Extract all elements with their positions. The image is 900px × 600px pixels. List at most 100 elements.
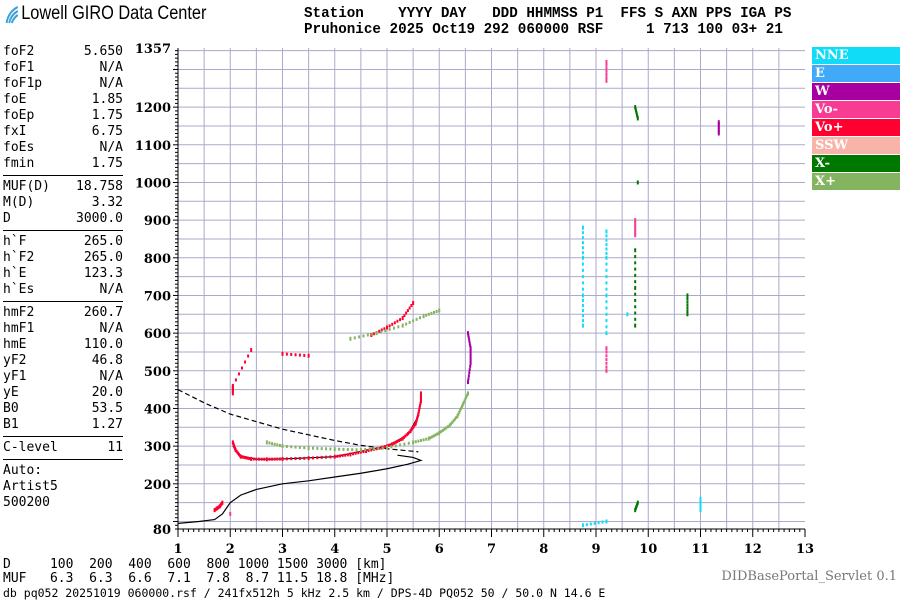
echo-point-Vo+ [260, 457, 263, 461]
echo-point-X+ [422, 438, 425, 442]
echo-point-NNE [605, 229, 608, 234]
echo-point-Vo- [634, 233, 637, 238]
echo-point-Vo+ [336, 454, 339, 458]
param-row: hmE 110.0 [3, 337, 123, 353]
echo-point-X+ [415, 317, 418, 321]
echo-point-NNE [605, 281, 608, 285]
x-tick-label: 13 [796, 542, 814, 557]
echo-point-X+ [401, 323, 404, 328]
echo-point-X+ [329, 447, 332, 451]
echo-point-NNE [605, 331, 608, 336]
param-name: hmF1 [3, 321, 35, 336]
echo-point-X+ [381, 446, 384, 450]
echo-point-Vo+ [333, 454, 336, 459]
echo-point-Vo+ [234, 447, 237, 451]
echo-point-Vo+ [396, 319, 399, 323]
echo-point-Vo+ [241, 455, 244, 459]
y-tick-label: 400 [144, 402, 171, 417]
param-name: h`F [3, 234, 27, 249]
param-name: yF1 [3, 369, 27, 384]
echo-point-X+ [445, 426, 448, 430]
echo-point-X- [635, 109, 638, 113]
echo-point-Vo+ [341, 454, 344, 458]
echo-point-W [717, 130, 720, 134]
echo-point-Vo+ [250, 348, 253, 353]
param-row: foF2 5.650 [3, 44, 123, 60]
echo-point-NNE [699, 506, 702, 510]
echo-point-X+ [366, 333, 369, 337]
echo-point-Vo+ [294, 457, 297, 461]
echo-point-NNE [581, 281, 584, 285]
echo-point-W [469, 349, 472, 353]
echo-point-Vo- [605, 350, 608, 354]
echo-point-X+ [353, 336, 356, 340]
echo-point-NNE [581, 314, 584, 318]
echo-point-NNE [581, 251, 584, 255]
echo-point-Vo- [229, 511, 232, 516]
echo-point-Vo+ [410, 304, 413, 308]
echo-point-NNE [605, 247, 608, 251]
echo-point-Vo+ [349, 452, 352, 457]
param-row: foF1p N/A [3, 76, 123, 92]
param-row: M(D) 3.32 [3, 195, 123, 211]
echo-point-Vo- [605, 59, 608, 64]
param-row: foF1 N/A [3, 60, 123, 76]
param-value: 123.3 [83, 266, 123, 281]
echo-point-NNE [581, 304, 584, 308]
y-tick-label: 1200 [135, 101, 171, 116]
echo-point-Vo+ [375, 447, 378, 451]
echo-point-W [466, 380, 469, 385]
echo-point-X+ [362, 334, 365, 338]
echo-point-X+ [276, 443, 279, 447]
echo-point-X+ [294, 445, 297, 449]
echo-point-W [469, 351, 472, 355]
echo-point-NNE [605, 312, 608, 316]
param-row: D 3000.0 [3, 211, 123, 227]
echo-point-Vo+ [403, 314, 406, 318]
echo-point-NNE [605, 519, 608, 524]
echo-point-NNE [699, 504, 702, 508]
echo-point-W [468, 371, 471, 375]
param-row: foE 1.85 [3, 92, 123, 108]
echo-point-W [717, 131, 720, 136]
echo-point-NNE [581, 225, 584, 230]
echo-point-Vo+ [388, 324, 391, 328]
echo-point-Vo+ [285, 457, 288, 461]
echo-point-Vo- [605, 76, 608, 80]
echo-point-NNE [605, 300, 608, 304]
echo-point-X- [636, 180, 639, 185]
echo-point-NNE [581, 523, 584, 528]
echo-point-W [469, 364, 472, 368]
echo-point-X+ [425, 437, 428, 441]
param-value: N/A [99, 321, 123, 336]
y-tick-label: 1000 [135, 176, 171, 191]
echo-point-Vo+ [394, 440, 397, 444]
echo-point-NNE [581, 236, 584, 240]
echo-point-X+ [463, 399, 466, 403]
echo-point-Vo+ [417, 410, 420, 414]
echo-point-Vo+ [419, 403, 422, 407]
x-tick-label: 5 [382, 542, 391, 557]
echo-point-Vo- [605, 368, 608, 373]
echo-point-X+ [342, 447, 345, 451]
param-name: foEp [3, 108, 35, 123]
echo-point-X+ [281, 444, 284, 449]
divider [3, 436, 123, 437]
echo-point-X+ [405, 322, 408, 326]
echo-point-X- [686, 303, 689, 307]
echo-point-X+ [392, 326, 395, 330]
param-row: h`E 123.3 [3, 266, 123, 282]
echo-point-W [717, 122, 720, 126]
echo-point-Vo- [605, 69, 608, 73]
echo-point-Vo+ [401, 436, 404, 441]
echo-point-Vo+ [408, 306, 411, 310]
echo-point-Vo- [634, 226, 637, 230]
echo-point-X+ [412, 440, 415, 445]
echo-point-X- [634, 255, 637, 259]
echo-point-NNE [699, 499, 702, 503]
echo-point-NNE [605, 262, 608, 266]
echo-point-X+ [390, 445, 393, 449]
param-value: 1.85 [91, 92, 123, 107]
echo-point-X+ [364, 448, 367, 452]
param-value: 260.7 [83, 305, 123, 320]
